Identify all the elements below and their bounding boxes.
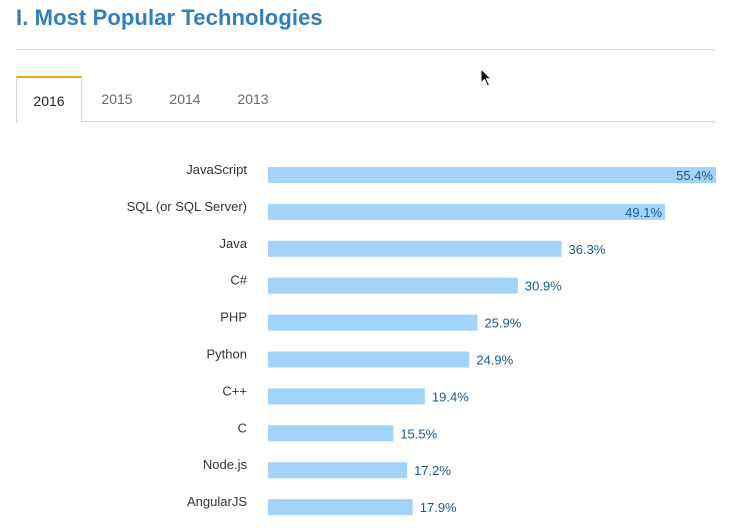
value-label: 15.5% — [400, 426, 437, 441]
bar — [268, 499, 413, 516]
mouse-pointer-icon — [480, 68, 493, 87]
value-label: 17.9% — [420, 500, 457, 515]
title-divider — [16, 49, 716, 50]
value-label: 49.1% — [625, 205, 662, 220]
bar — [268, 462, 408, 479]
category-label: SQL (or SQL Server) — [127, 199, 247, 214]
value-label: 55.4% — [676, 168, 713, 183]
value-label: 36.3% — [569, 242, 606, 257]
bar — [268, 388, 425, 405]
category-label: AngularJS — [187, 494, 247, 509]
tab-2016[interactable]: 2016 — [16, 76, 82, 123]
value-label: 17.2% — [414, 463, 451, 478]
category-label: Java — [220, 236, 248, 251]
value-label: 30.9% — [525, 279, 562, 294]
bar — [268, 277, 518, 294]
popularity-bar-chart: JavaScript 55.4% SQL (or SQL Server) 49.1% J… — [127, 162, 716, 516]
bar — [268, 425, 394, 442]
year-tabs: 2016 2015 2014 2013 — [16, 76, 716, 123]
category-label: C# — [230, 273, 247, 288]
bar — [268, 240, 562, 257]
value-label: 19.4% — [432, 389, 469, 404]
category-label: Node.js — [203, 457, 248, 472]
category-label: Python — [207, 347, 247, 362]
category-label: JavaScript — [186, 162, 247, 177]
category-label: C++ — [222, 383, 247, 398]
category-label: C — [238, 420, 247, 435]
category-label: PHP — [220, 310, 247, 325]
page-title: I. Most Popular Technologies — [16, 5, 323, 30]
value-label: 24.9% — [476, 353, 513, 368]
tab-2013[interactable]: 2013 — [237, 91, 269, 107]
value-label: 25.9% — [484, 316, 521, 331]
tab-2015[interactable]: 2015 — [101, 91, 133, 107]
bar — [268, 167, 716, 183]
bar — [268, 203, 666, 220]
bar — [268, 351, 470, 368]
tab-2014[interactable]: 2014 — [169, 91, 201, 107]
bar — [268, 314, 478, 331]
